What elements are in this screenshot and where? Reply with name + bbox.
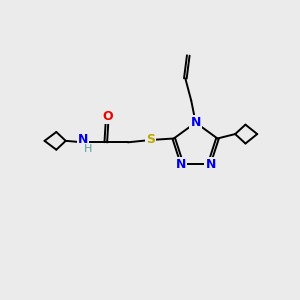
Text: N: N: [190, 116, 201, 129]
Text: N: N: [206, 158, 216, 171]
Text: H: H: [84, 144, 92, 154]
Text: N: N: [176, 158, 186, 171]
Text: S: S: [146, 134, 155, 146]
Text: O: O: [102, 110, 112, 123]
Text: N: N: [78, 134, 88, 146]
